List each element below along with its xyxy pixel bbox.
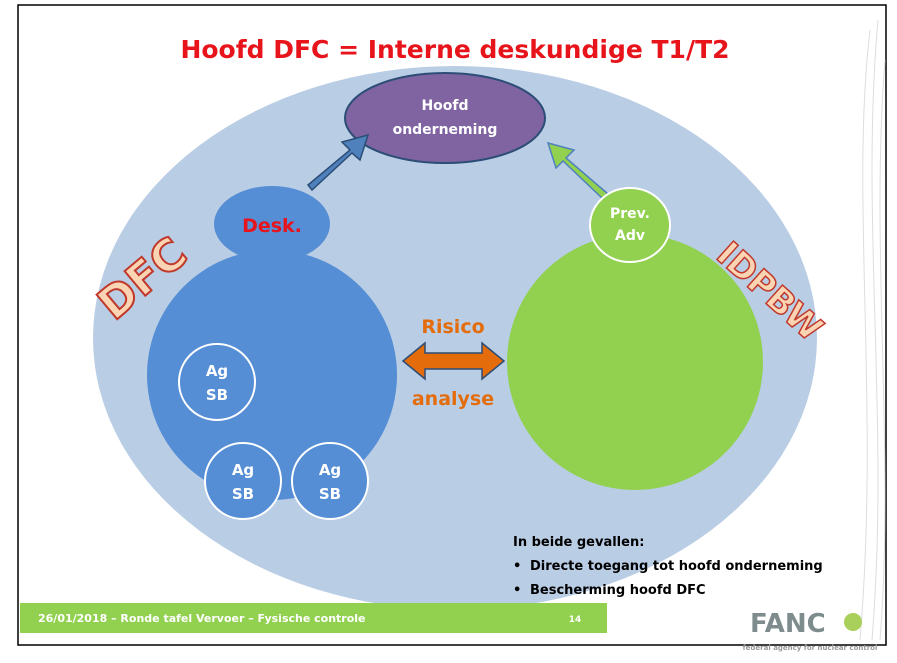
desk-label: Desk. <box>242 215 302 237</box>
agent-node <box>178 343 256 421</box>
agent-label: Ag SB <box>232 461 254 503</box>
footer-bar <box>20 603 607 633</box>
note-bullet: Bescherming hoofd DFC <box>530 583 706 598</box>
note-heading: In beide gevallen: <box>513 535 644 550</box>
agent-label: Ag SB <box>319 461 341 503</box>
risk-arrow <box>401 341 506 381</box>
head-label: Hoofd onderneming <box>393 98 498 138</box>
arrow-prev <box>546 141 610 201</box>
title: Hoofd DFC = Interne deskundige T1/T2 <box>180 35 729 64</box>
page-number: 14 <box>569 615 582 625</box>
desk-node <box>214 186 330 262</box>
agent-node <box>291 442 369 520</box>
head-node <box>344 72 546 164</box>
logo-tagline: federal agency for nuclear control <box>743 644 878 652</box>
idpbw-circle <box>507 234 763 490</box>
dfc-circle <box>147 250 397 500</box>
note-bullet: Directe toegang tot hoofd onderneming <box>530 559 823 574</box>
decor-lines <box>859 19 886 641</box>
prev-node <box>589 187 671 263</box>
prev-label: Prev. Adv <box>610 206 650 244</box>
agent-node <box>204 442 282 520</box>
arrow-desk <box>306 133 370 192</box>
bullet-dot: • <box>513 559 521 574</box>
bullet-dot: • <box>513 583 521 598</box>
footer-text: 26/01/2018 – Ronde tafel Vervoer – Fysis… <box>38 612 366 625</box>
agent-label: Ag SB <box>206 362 228 404</box>
risk-label: Risico analyse <box>412 316 494 410</box>
logo-name: FANC <box>750 609 826 639</box>
logo-icon <box>844 613 862 631</box>
